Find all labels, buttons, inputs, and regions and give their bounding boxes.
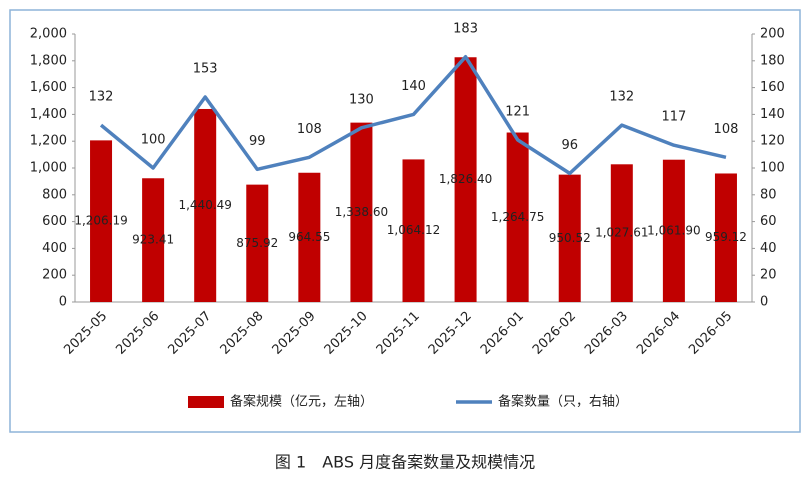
legend-swatch — [188, 396, 224, 408]
bar-value-label: 959.12 — [705, 230, 747, 244]
x-tick-label: 2026-05 — [686, 309, 735, 358]
bar-value-label: 1,440.49 — [178, 198, 231, 212]
line-value-label: 99 — [249, 134, 266, 149]
line-value-label: 100 — [141, 133, 166, 148]
line-value-label: 121 — [505, 104, 530, 119]
bar — [610, 164, 633, 302]
x-tick-label: 2025-05 — [61, 309, 110, 358]
x-tick-label: 2026-01 — [478, 309, 527, 358]
legend-label: 备案规模（亿元，左轴） — [230, 394, 373, 410]
bar — [142, 178, 165, 302]
bar — [714, 173, 737, 302]
caption: 图 1 ABS 月度备案数量及规模情况 — [275, 453, 535, 472]
bar — [90, 140, 113, 302]
line-value-label: 183 — [453, 21, 478, 36]
y-tick-label: 1,200 — [30, 134, 67, 149]
y-tick-label: 600 — [42, 214, 67, 229]
x-tick-label: 2026-03 — [582, 309, 631, 358]
y-tick-label: 1,400 — [30, 107, 67, 122]
bar — [402, 159, 425, 302]
y2-tick-label: 80 — [760, 187, 777, 202]
y-tick-label: 1,600 — [30, 80, 67, 95]
bar — [558, 174, 581, 302]
bar — [194, 108, 217, 303]
bar — [298, 172, 321, 302]
x-tick-label: 2026-02 — [530, 309, 579, 358]
x-tick-label: 2025-12 — [426, 309, 475, 358]
x-tick-label: 2025-08 — [218, 309, 267, 358]
bar — [350, 122, 373, 303]
bar — [454, 57, 477, 302]
bar-value-label: 1,064.12 — [387, 223, 440, 237]
x-tick-label: 2025-07 — [165, 309, 214, 358]
y-tick-label: 2,000 — [30, 27, 67, 42]
y2-tick-label: 140 — [760, 107, 785, 122]
legend-label: 备案数量（只，右轴） — [498, 394, 628, 410]
y-tick-label: 200 — [42, 268, 67, 283]
bar — [662, 159, 685, 302]
bar-value-label: 923.41 — [132, 233, 174, 247]
bar-value-label: 1,027.61 — [595, 226, 648, 240]
line-value-label: 108 — [714, 122, 739, 137]
x-tick-label: 2025-11 — [374, 309, 423, 358]
line-value-label: 153 — [193, 61, 218, 76]
x-tick-label: 2025-10 — [322, 309, 371, 358]
y-tick-label: 800 — [42, 187, 67, 202]
bar-value-label: 1,264.75 — [491, 210, 544, 224]
bar — [246, 184, 269, 302]
bar-value-label: 1,338.60 — [335, 205, 388, 219]
line — [99, 55, 727, 176]
y2-tick-label: 40 — [760, 241, 777, 256]
y2-tick-label: 160 — [760, 80, 785, 95]
bar-value-label: 875.92 — [236, 236, 278, 250]
line-value-label: 96 — [561, 138, 578, 153]
y2-tick-label: 200 — [760, 27, 785, 42]
y2-tick-label: 0 — [760, 295, 768, 310]
y-tick-label: 0 — [59, 295, 67, 310]
bar-value-label: 1,206.19 — [74, 214, 127, 228]
line-value-label: 140 — [401, 79, 426, 94]
line-value-label: 130 — [349, 92, 374, 107]
line-value-label: 108 — [297, 122, 322, 137]
y2-tick-label: 100 — [760, 161, 785, 176]
y-tick-label: 400 — [42, 241, 67, 256]
x-tick-label: 2025-09 — [270, 309, 319, 358]
y2-tick-label: 60 — [760, 214, 777, 229]
chart-frame — [9, 9, 801, 433]
y-tick-label: 1,800 — [30, 53, 67, 68]
line-value-label: 132 — [609, 90, 634, 105]
bar-value-label: 1,061.90 — [647, 223, 700, 237]
bar-value-label: 1,826.40 — [439, 172, 492, 186]
y2-tick-label: 180 — [760, 53, 785, 68]
line-value-label: 117 — [661, 110, 686, 125]
bar — [506, 132, 529, 302]
bar-value-label: 950.52 — [549, 231, 591, 245]
bar-value-label: 964.55 — [288, 230, 330, 244]
y2-tick-label: 20 — [760, 268, 777, 283]
line-value-label: 132 — [89, 90, 114, 105]
x-tick-label: 2025-06 — [113, 309, 162, 358]
y-tick-label: 1,000 — [30, 161, 67, 176]
x-tick-label: 2026-04 — [634, 309, 683, 358]
y2-tick-label: 120 — [760, 134, 785, 149]
